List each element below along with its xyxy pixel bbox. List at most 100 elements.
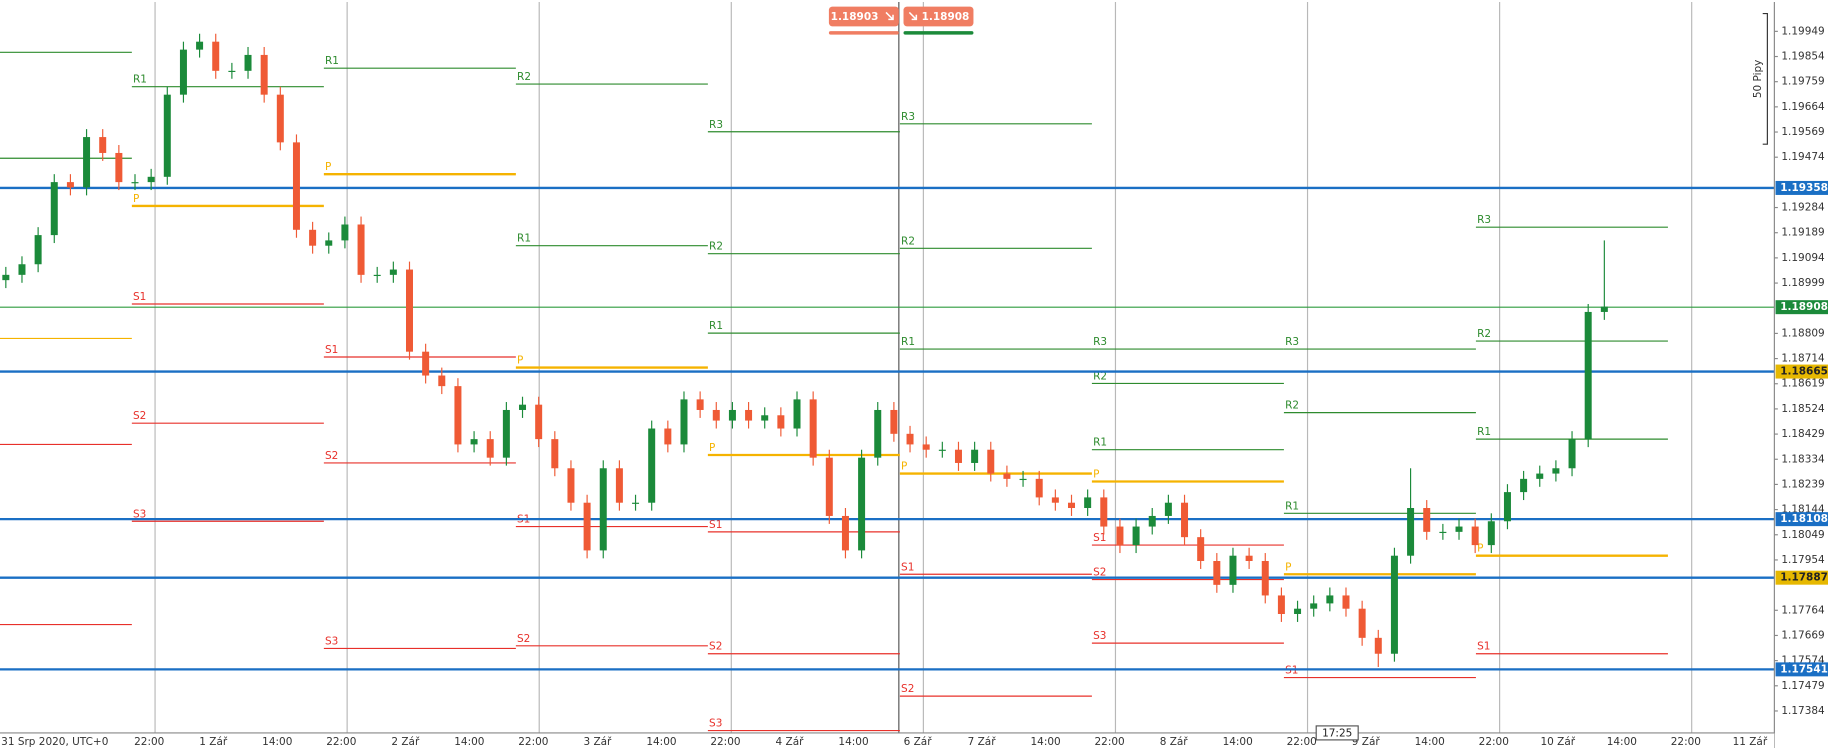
candle-body (1294, 608, 1302, 614)
candle-body (1164, 502, 1172, 516)
candle-body (1600, 306, 1608, 312)
y-tick-label: 1.19854 (1781, 51, 1825, 63)
x-tick-label: 14:00 (1030, 736, 1060, 748)
x-tick-label: 9 Zář (1352, 736, 1381, 748)
pivot-label: S1 (325, 344, 338, 356)
candle-body (777, 415, 785, 429)
price-label: 1.17887 (1780, 572, 1828, 584)
cursor-label-box (1315, 725, 1359, 741)
x-tick-label: 14:00 (838, 736, 868, 748)
candle-body (1487, 521, 1495, 546)
pivot-label: R2 (709, 241, 723, 253)
x-tick-label: 14:00 (1415, 736, 1445, 748)
candle-body (1471, 526, 1479, 546)
candle-body (1568, 439, 1576, 469)
candle-layer (2, 33, 1608, 667)
y-tick-label: 1.18809 (1781, 327, 1824, 339)
y-tick-label: 1.17954 (1781, 554, 1825, 566)
pivot-label: R3 (1285, 336, 1299, 348)
x-tick-label: 22:00 (134, 736, 164, 748)
candle-body (793, 399, 801, 429)
price-label-box (1775, 512, 1828, 527)
candle-body (906, 433, 914, 445)
pivot-label: S1 (901, 561, 914, 573)
y-tick-label: 1.19284 (1781, 202, 1825, 214)
candle-body (1197, 537, 1205, 562)
candle-body (712, 409, 720, 421)
pivot-label: R3 (1093, 336, 1107, 348)
pivot-label: R1 (901, 336, 915, 348)
y-tick-label: 1.19094 (1781, 252, 1825, 264)
y-tick-label: 1.17479 (1781, 680, 1824, 692)
x-tick-label: 14:00 (262, 736, 292, 748)
pivot-label: R1 (1285, 500, 1299, 512)
x-tick-label: 22:00 (1671, 736, 1701, 748)
candle-body (357, 224, 365, 275)
candle-body (1536, 473, 1544, 479)
pivot-label: S2 (133, 410, 146, 422)
candle-body (890, 409, 898, 434)
candle-body (212, 41, 220, 71)
candle-body (1407, 508, 1415, 556)
y-tick-label: 1.17764 (1781, 604, 1825, 616)
candle-body (244, 54, 252, 71)
candle-body (1051, 497, 1059, 503)
pivot-label: R2 (1093, 370, 1107, 382)
sell-price[interactable]: 1.18903 (831, 11, 879, 23)
candle-body (454, 386, 462, 445)
pivot-label: S2 (709, 641, 722, 653)
candle-body (1584, 311, 1592, 440)
y-tick-label: 1.19189 (1781, 227, 1824, 239)
candle-body (470, 439, 478, 445)
pivot-label: R1 (325, 55, 339, 67)
x-tick-label: 14:00 (646, 736, 676, 748)
candle-body (341, 224, 349, 241)
candle-body (954, 449, 962, 463)
x-tick-label: 14:00 (454, 736, 484, 748)
candle-body (567, 468, 575, 503)
sell-button[interactable] (828, 6, 899, 27)
candle-body (1552, 468, 1560, 474)
candle-body (389, 269, 397, 275)
candle-body (196, 41, 204, 50)
pivot-label: P (1093, 469, 1099, 481)
pivot-label: S1 (1093, 532, 1106, 544)
price-label-box (1775, 364, 1828, 379)
candle-body (728, 409, 736, 421)
candle-body (1019, 478, 1027, 481)
buy-button[interactable] (903, 6, 974, 27)
candle-body (535, 404, 543, 440)
candle-body (1342, 595, 1350, 609)
candle-body (1455, 526, 1463, 532)
x-tick-label: 14:00 (1607, 736, 1637, 748)
candle-body (99, 137, 107, 153)
pivot-label: R2 (901, 235, 915, 247)
x-tick-label: 4 Zář (776, 736, 805, 748)
pivot-label: R2 (517, 71, 531, 83)
pivot-label: S3 (325, 635, 338, 647)
y-tick-label: 1.19949 (1781, 25, 1824, 37)
price-label: 1.17541 (1780, 663, 1828, 675)
pivot-label: S2 (901, 683, 914, 695)
sell-icon (885, 11, 894, 21)
candle-body (1035, 478, 1043, 498)
candle-body (405, 269, 413, 352)
x-tick-label: 1 Zář (199, 736, 228, 748)
candle-body (1245, 555, 1253, 562)
y-tick-label: 1.19474 (1781, 151, 1825, 163)
candle-body (147, 176, 155, 183)
buy-price[interactable]: 1.18908 (922, 11, 970, 23)
candle-body (599, 468, 607, 551)
x-tick-label: 7 Zář (968, 736, 997, 748)
candle-body (1261, 561, 1269, 596)
candle-body (809, 399, 817, 458)
candle-body (632, 502, 640, 504)
candle-body (519, 404, 527, 410)
y-tick-label: 1.18429 (1781, 428, 1824, 440)
candle-body (438, 375, 446, 387)
x-tick-label: 10 Zář (1541, 736, 1576, 748)
candle-body (50, 182, 58, 236)
pivot-label: R3 (709, 119, 723, 131)
y-tick-label: 1.18049 (1781, 529, 1824, 541)
